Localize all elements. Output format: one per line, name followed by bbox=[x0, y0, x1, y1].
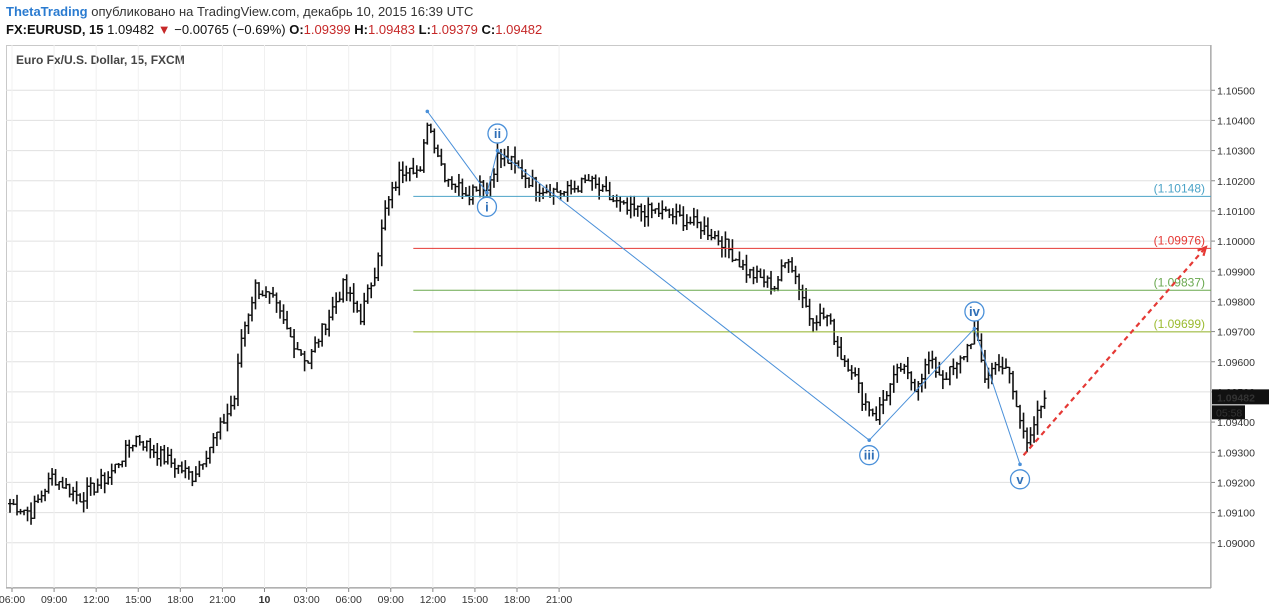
y-tick-label: 1.09600 bbox=[1217, 357, 1255, 369]
wave-label: iv bbox=[969, 304, 981, 319]
last-price: 1.09482 bbox=[107, 22, 155, 37]
level-label: (1.09837) bbox=[1154, 275, 1205, 289]
wave-label: v bbox=[1016, 472, 1024, 487]
y-tick-label: 1.10300 bbox=[1217, 146, 1255, 158]
y-tick-label: 1.10400 bbox=[1217, 115, 1255, 127]
x-tick-label: 12:00 bbox=[420, 594, 446, 606]
x-tick-label: 06:00 bbox=[0, 594, 25, 606]
wave-point bbox=[425, 109, 430, 114]
y-tick-label: 1.09300 bbox=[1217, 447, 1255, 459]
chart-title: Euro Fx/U.S. Dollar, 15, FXCM bbox=[16, 53, 185, 67]
x-tick-label: 15:00 bbox=[125, 594, 151, 606]
wave-label-circle bbox=[1009, 469, 1031, 490]
wave-label-circle bbox=[859, 445, 880, 466]
quote-line: FX:EURUSD, 15 1.09482 ▼ −0.00765 (−0.69%… bbox=[6, 22, 542, 37]
y-tick-label: 1.10100 bbox=[1217, 206, 1255, 218]
y-tick-label: 1.10500 bbox=[1217, 85, 1255, 97]
open-value: 1.09399 bbox=[303, 22, 351, 37]
close-label: C: bbox=[481, 22, 496, 37]
wave-label-circle bbox=[487, 123, 508, 144]
symbol-label: FX:EURUSD, 15 bbox=[6, 22, 104, 37]
down-arrow-icon: ▼ bbox=[157, 22, 171, 37]
y-tick-label: 1.09000 bbox=[1217, 538, 1255, 550]
low-label: L: bbox=[418, 22, 431, 37]
level-label: (1.09976) bbox=[1154, 233, 1205, 247]
x-tick-label: 21:00 bbox=[209, 594, 235, 606]
x-tick-label: 15:00 bbox=[462, 594, 488, 606]
wave-point bbox=[972, 326, 977, 331]
y-tick-label: 1.09800 bbox=[1217, 296, 1255, 308]
y-tick-label: 1.09700 bbox=[1217, 327, 1255, 339]
close-value: 1.09482 bbox=[495, 22, 543, 37]
x-tick-label: 18:00 bbox=[504, 594, 530, 606]
published-text: опубликовано на TradingView.com, декабрь… bbox=[91, 4, 474, 19]
wave-point bbox=[1018, 462, 1022, 467]
level-label: (1.09699) bbox=[1154, 317, 1205, 331]
wave-line bbox=[426, 111, 1021, 465]
target-arrow-line bbox=[1022, 246, 1207, 456]
high-label: H: bbox=[354, 22, 369, 37]
x-tick-label: 06:00 bbox=[336, 594, 362, 606]
x-tick-label: 12:00 bbox=[83, 594, 109, 606]
last-price-badge bbox=[1212, 389, 1269, 405]
y-tick-label: 1.09100 bbox=[1217, 508, 1255, 520]
open-label: O: bbox=[289, 22, 304, 37]
x-tick-label: 10 bbox=[259, 594, 271, 606]
price-change: −0.00765 (−0.69%) bbox=[174, 22, 286, 37]
author-link[interactable]: ThetaTrading bbox=[6, 4, 88, 19]
wave-label: iii bbox=[864, 448, 875, 463]
wave-point bbox=[495, 148, 500, 153]
x-tick-label: 03:00 bbox=[293, 594, 319, 606]
timer-label: 05:58 bbox=[1216, 407, 1242, 419]
y-tick-label: 1.09200 bbox=[1217, 477, 1255, 489]
y-tick-label: 1.10000 bbox=[1217, 236, 1255, 248]
wave-point bbox=[867, 438, 872, 442]
y-tick-label: 1.10200 bbox=[1217, 176, 1255, 188]
high-value: 1.09483 bbox=[368, 22, 416, 37]
wave-label: ii bbox=[494, 126, 501, 141]
y-tick-label: 1.09400 bbox=[1217, 417, 1255, 429]
x-tick-label: 21:00 bbox=[546, 594, 572, 606]
publish-info: ThetaTrading опубликовано на TradingView… bbox=[6, 4, 473, 19]
wave-point bbox=[485, 191, 489, 195]
timer-badge bbox=[1212, 405, 1245, 420]
wave-label: i bbox=[485, 199, 489, 214]
y-tick-label: 1.09900 bbox=[1217, 266, 1255, 278]
last-price-label: 1.09482 bbox=[1217, 392, 1255, 404]
x-tick-label: 09:00 bbox=[378, 594, 404, 606]
x-tick-label: 18:00 bbox=[167, 594, 193, 606]
target-arrowhead bbox=[1197, 245, 1208, 257]
level-label: (1.10148) bbox=[1154, 181, 1205, 195]
low-value: 1.09379 bbox=[430, 22, 478, 37]
wave-label-circle bbox=[476, 196, 498, 217]
wave-label-circle bbox=[964, 301, 985, 322]
x-tick-label: 09:00 bbox=[41, 594, 67, 606]
